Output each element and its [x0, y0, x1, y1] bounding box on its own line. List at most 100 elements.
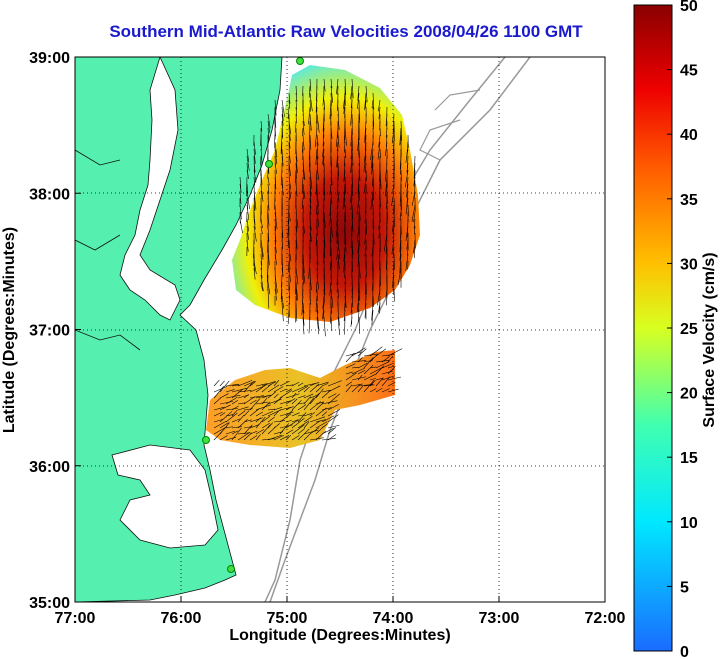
velocity-arrow [363, 155, 367, 172]
velocity-arrow [267, 197, 270, 211]
velocity-arrow [316, 309, 320, 329]
x-tick-label: 73:00 [479, 610, 520, 627]
velocity-arrow [237, 380, 253, 387]
velocity-arrow [246, 169, 249, 180]
velocity-arrow [316, 106, 318, 124]
velocity-arrow [309, 232, 312, 242]
velocity-arrow [344, 127, 347, 146]
velocity-arrow [301, 197, 304, 210]
velocity-arrow [267, 416, 275, 423]
velocity-arrow [329, 239, 332, 257]
velocity-arrow [267, 120, 271, 133]
velocity-arrow [308, 316, 311, 334]
velocity-arrow [273, 406, 283, 411]
velocity-arrow [315, 421, 328, 429]
velocity-arrow [273, 386, 284, 393]
velocity-arrow [385, 253, 388, 270]
velocity-arrow [371, 99, 374, 109]
velocity-arrow [261, 438, 275, 441]
velocity-arrow [371, 197, 374, 206]
velocity-arrow [351, 204, 354, 219]
velocity-arrow [321, 383, 329, 387]
velocity-arrow [279, 388, 287, 393]
velocity-arrow [375, 361, 390, 369]
velocity-arrow [351, 239, 354, 255]
velocity-arrow [316, 141, 319, 160]
velocity-arrow [344, 204, 347, 222]
velocity-arrow [358, 218, 360, 234]
velocity-arrow [231, 399, 238, 405]
velocity-arrow [267, 381, 277, 387]
velocity-arrow [357, 134, 360, 151]
velocity-arrow [387, 382, 396, 387]
velocity-arrow [267, 113, 271, 129]
velocity-arrow [350, 302, 353, 313]
velocity-arrow [399, 211, 402, 221]
y-tick-label: 38:00 [29, 186, 70, 203]
velocity-arrow [231, 409, 238, 417]
velocity-arrow [392, 246, 395, 257]
velocity-arrow [309, 183, 312, 197]
velocity-arrow [329, 183, 332, 195]
velocity-arrow [267, 398, 282, 405]
velocity-arrow [243, 410, 250, 417]
velocity-arrow [343, 134, 346, 144]
velocity-arrow [213, 418, 224, 423]
colorbar-tick-label: 5 [680, 579, 689, 596]
velocity-arrow [267, 409, 282, 417]
velocity-arrow [365, 99, 367, 109]
velocity-arrow [287, 218, 290, 237]
velocity-arrow [273, 393, 279, 399]
velocity-arrow [274, 281, 277, 295]
velocity-arrow [261, 410, 274, 417]
velocity-arrow [280, 281, 283, 299]
velocity-arrow [237, 432, 251, 441]
velocity-arrow [297, 412, 307, 423]
velocity-arrow [303, 421, 310, 429]
velocity-arrow [260, 183, 264, 202]
velocity-arrow [357, 357, 363, 363]
velocity-arrow [387, 355, 394, 363]
velocity-arrow [285, 434, 292, 441]
velocity-arrow [231, 427, 242, 441]
velocity-arrow [350, 225, 353, 236]
velocity-arrow [386, 295, 388, 306]
velocity-arrow [350, 155, 353, 173]
x-tick-label: 74:00 [373, 610, 414, 627]
velocity-arrow [385, 288, 388, 299]
velocity-arrow [285, 388, 292, 393]
velocity-arrow [291, 400, 302, 411]
velocity-arrow [239, 218, 243, 234]
velocity-arrow [316, 169, 318, 180]
velocity-arrow [291, 385, 307, 393]
velocity-arrow [365, 267, 367, 277]
velocity-arrow [322, 148, 325, 165]
velocity-arrow [225, 414, 234, 417]
y-tick-label: 37:00 [29, 323, 70, 340]
velocity-arrow [378, 99, 381, 112]
velocity-arrow [365, 85, 368, 103]
velocity-arrow [391, 127, 395, 144]
velocity-arrow [295, 162, 297, 179]
velocity-arrow [337, 183, 339, 194]
velocity-arrow [246, 176, 248, 197]
velocity-arrow [400, 162, 402, 175]
velocity-arrow [249, 381, 256, 387]
velocity-arrow [378, 183, 381, 200]
velocity-arrow [329, 232, 332, 242]
velocity-arrow [279, 380, 290, 387]
velocity-arrow [274, 127, 276, 137]
velocity-arrow [273, 134, 276, 149]
x-axis-ticks: 77:00 76:00 75:00 74:00 73:00 72:00 [55, 596, 626, 627]
velocity-arrow [316, 162, 319, 181]
velocity-arrow [343, 246, 346, 262]
velocity-arrow [369, 346, 383, 357]
velocity-arrow [413, 239, 416, 254]
velocity-arrow [387, 388, 399, 393]
velocity-arrow [261, 381, 276, 387]
velocity-arrow [243, 396, 255, 405]
velocity-arrow [302, 309, 305, 326]
velocity-arrow [288, 162, 291, 177]
velocity-arrow [363, 379, 375, 393]
velocity-arrow [350, 197, 353, 211]
